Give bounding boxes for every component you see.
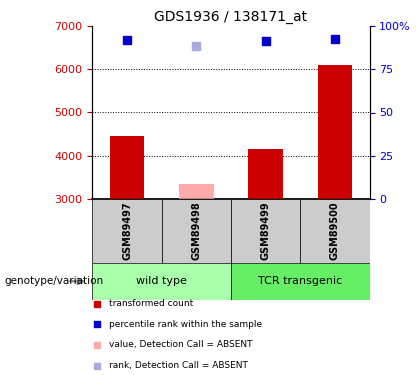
Bar — [110, 136, 144, 199]
Point — [124, 37, 131, 43]
Title: GDS1936 / 138171_at: GDS1936 / 138171_at — [155, 10, 307, 24]
Bar — [300, 199, 370, 262]
Bar — [231, 199, 300, 262]
Bar — [162, 199, 231, 262]
Bar — [92, 262, 231, 300]
Point — [193, 43, 200, 49]
Text: transformed count: transformed count — [109, 299, 194, 308]
Bar — [92, 199, 162, 262]
Bar — [318, 65, 352, 199]
Text: GSM89497: GSM89497 — [122, 201, 132, 260]
Point — [93, 301, 100, 307]
Text: percentile rank within the sample: percentile rank within the sample — [109, 320, 262, 329]
Text: value, Detection Call = ABSENT: value, Detection Call = ABSENT — [109, 340, 253, 350]
Text: GSM89498: GSM89498 — [192, 201, 201, 260]
Text: wild type: wild type — [136, 276, 187, 286]
Bar — [231, 262, 370, 300]
Text: GSM89500: GSM89500 — [330, 201, 340, 260]
Text: TCR transgenic: TCR transgenic — [258, 276, 342, 286]
Text: GSM89499: GSM89499 — [261, 201, 270, 260]
Bar — [179, 184, 214, 199]
Text: rank, Detection Call = ABSENT: rank, Detection Call = ABSENT — [109, 361, 248, 370]
Point — [93, 363, 100, 369]
Point — [332, 36, 339, 42]
Point — [262, 38, 269, 44]
Bar — [248, 149, 283, 199]
Text: genotype/variation: genotype/variation — [4, 276, 103, 286]
Point — [93, 342, 100, 348]
Point — [93, 321, 100, 327]
